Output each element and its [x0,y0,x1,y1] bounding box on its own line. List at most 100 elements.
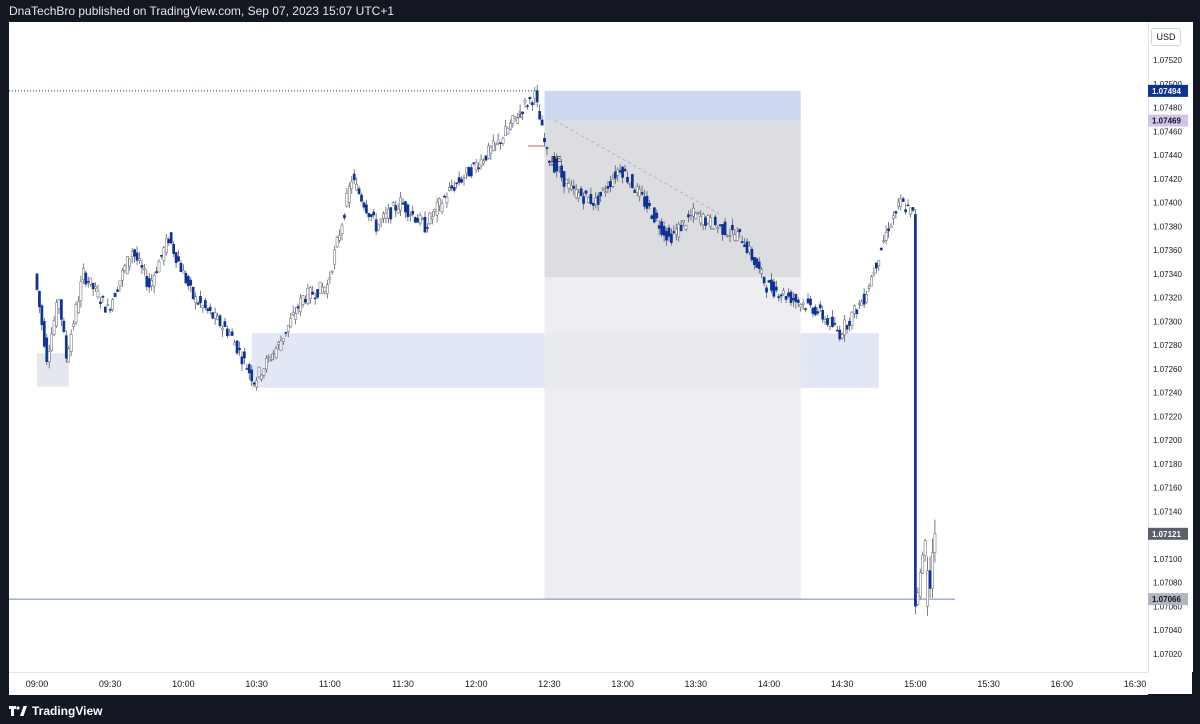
candle-body [733,234,737,241]
candle-body [360,194,363,202]
candle-body [496,139,500,144]
candle-body [103,306,107,313]
candle-body [740,241,744,244]
candle-body [501,137,505,144]
candle-body [870,276,873,287]
time-tick-label: 16:00 [1051,679,1074,689]
candle-body [599,191,602,197]
candle-body [838,329,842,340]
candle-body [352,173,356,181]
candle-body [133,249,136,257]
candle-body [831,316,834,327]
price-axis[interactable] [1148,22,1193,672]
price-tick-label: 1.07480 [1153,104,1182,113]
candle-body [528,97,532,100]
candle-body [633,189,637,193]
candle-body [853,305,856,314]
candle-body [772,281,776,297]
candle-body [657,225,661,229]
candle-body [850,311,854,326]
price-tick-label: 1.07220 [1153,412,1182,421]
candle-body [255,380,258,388]
candle-body [587,197,590,203]
candle-body [731,224,734,231]
tradingview-logo[interactable]: TradingView [9,704,102,718]
candle-body [326,284,329,294]
candle-body [716,227,720,229]
candle-body [228,332,232,335]
candle-body [889,225,893,228]
price-tick-label: 1.07240 [1153,389,1182,398]
candle-body [79,281,83,302]
candle-body [543,138,546,143]
candle-body [257,366,261,377]
candle-body [347,186,351,203]
x-marker: x [518,111,522,120]
candle-body [177,256,180,262]
candle-body [779,294,783,297]
candle-body [879,247,883,251]
candle-body [118,280,122,287]
candle-body [362,202,366,208]
candle-body [265,358,268,370]
candle-body [860,301,864,307]
price-label: 1.07066 [1152,595,1181,604]
candle-body [243,351,246,359]
currency-button[interactable]: USD [1151,28,1181,46]
candle-body [679,224,683,232]
candle-body [160,255,163,257]
candle-body [811,307,815,314]
candle-body [709,217,712,227]
candle-body [755,258,759,268]
candle-body [113,293,117,297]
candle-body [648,202,651,207]
candle-body [289,318,293,328]
candle-body [743,244,746,248]
candle-body [896,201,900,207]
candle-body [328,277,332,280]
candle-body [123,265,127,271]
candle-body [792,297,795,301]
target-zone [544,277,801,600]
time-tick-label: 13:00 [611,679,634,689]
candle-body [416,217,419,223]
candle-body [194,296,197,303]
candle-body [555,158,559,172]
candle-body [38,290,41,308]
candle-body [474,162,478,171]
candle-body [765,287,768,293]
candle-body [513,116,517,119]
candle-body [172,244,175,254]
candle-body [125,256,129,275]
candle-body [321,286,324,294]
candle-body [245,368,249,370]
time-tick-label: 16:30 [1124,679,1147,689]
candle-body [818,304,822,309]
time-axis[interactable] [9,672,1148,695]
candle-body [164,238,168,254]
price-tick-label: 1.07300 [1153,317,1182,326]
candle-body [645,195,649,209]
price-tick-label: 1.07020 [1153,650,1182,659]
candle-body [567,182,571,189]
candle-body [928,570,932,589]
candle-body [816,311,820,314]
candle-body [882,240,886,243]
candle-body [247,364,251,374]
candle-body [865,294,868,303]
candle-body [465,167,468,174]
candle-body [69,334,73,352]
candle-body [835,329,839,332]
candle-body [367,213,371,218]
supply-zone [544,90,801,121]
price-tick-label: 1.07060 [1153,602,1182,611]
candle-body [455,182,459,185]
time-tick-label: 09:30 [99,679,122,689]
candle-body [135,252,139,261]
candle-body [530,102,534,106]
candle-body [42,321,46,347]
time-tick-label: 10:30 [245,679,268,689]
candle-body [138,258,141,262]
candle-body [408,214,412,216]
